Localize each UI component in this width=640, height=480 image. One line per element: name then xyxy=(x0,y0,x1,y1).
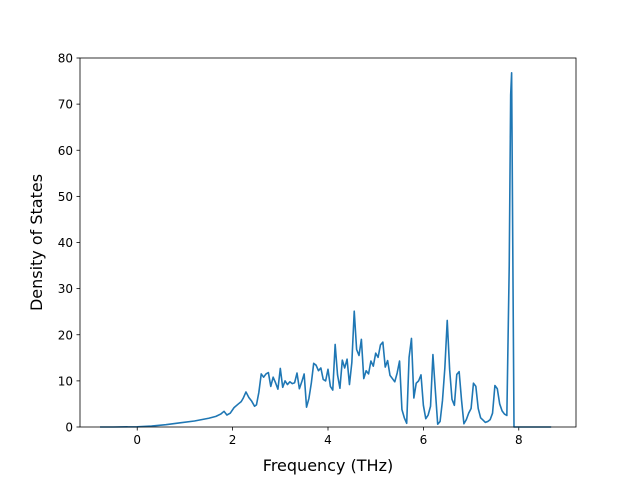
x-tick-label: 8 xyxy=(515,433,523,447)
x-tick-label: 2 xyxy=(229,433,237,447)
y-tick-label: 10 xyxy=(58,374,73,388)
y-tick-label: 50 xyxy=(58,190,73,204)
y-tick-label: 70 xyxy=(58,98,73,112)
y-tick-label: 0 xyxy=(65,421,73,435)
y-tick-label: 80 xyxy=(58,52,73,66)
x-tick-label: 4 xyxy=(324,433,332,447)
plot-frame xyxy=(79,57,577,428)
x-axis-label: Frequency (THz) xyxy=(263,456,393,475)
y-tick-label: 40 xyxy=(58,236,73,250)
x-tick-label: 6 xyxy=(420,433,428,447)
y-tick-label: 60 xyxy=(58,144,73,158)
y-axis-label: Density of States xyxy=(27,174,46,311)
series-layer xyxy=(100,71,552,428)
y-tick-label: 30 xyxy=(58,282,73,296)
y-tick-label: 20 xyxy=(58,328,73,342)
x-tick-label: 0 xyxy=(133,433,141,447)
dos-series-line xyxy=(100,71,552,428)
